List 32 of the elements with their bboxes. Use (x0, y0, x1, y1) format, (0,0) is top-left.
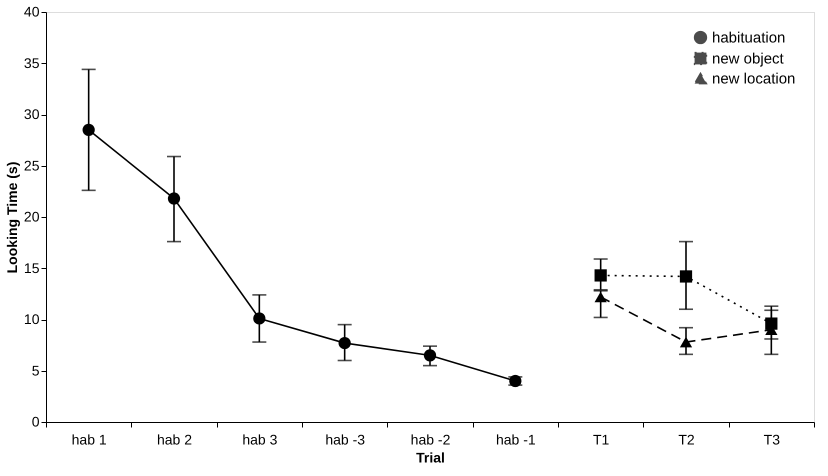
x-tick-label: hab -2 (410, 432, 451, 448)
point (680, 336, 692, 348)
point (594, 292, 607, 302)
x-axis-title: Trial (416, 450, 445, 466)
legend-label: new object (712, 50, 785, 68)
point (594, 269, 607, 282)
y-tick-label: 35 (24, 54, 40, 71)
y-tick-label: 20 (24, 208, 40, 224)
point (82, 124, 95, 136)
y-tick-label: 5 (32, 362, 40, 378)
x-tick-label: T1 (592, 432, 610, 448)
x-tick-label: hab -3 (325, 432, 366, 448)
y-tick-label: 30 (24, 106, 40, 122)
point (253, 312, 266, 325)
legend-label: habituation (712, 30, 786, 46)
point (168, 192, 180, 205)
point (338, 336, 351, 350)
x-tick-label: hab 3 (242, 432, 278, 448)
y-tick-label: 40 (24, 4, 40, 20)
x-tick-label: T2 (678, 432, 695, 448)
point (424, 349, 436, 362)
y-tick-label: 15 (24, 260, 40, 276)
y-tick-label: 25 (24, 157, 40, 174)
x-tick-label: hab -1 (496, 432, 536, 448)
y-axis-title: Looking Time (s) (4, 162, 20, 274)
point (680, 270, 692, 283)
x-tick-label: hab 1 (72, 432, 107, 448)
legend-label: new location (712, 70, 796, 88)
y-tick-label: 10 (24, 311, 40, 327)
y-tick-label: 0 (32, 414, 40, 430)
x-tick-label: hab 2 (156, 432, 192, 448)
x-tick-label: T3 (764, 432, 780, 448)
